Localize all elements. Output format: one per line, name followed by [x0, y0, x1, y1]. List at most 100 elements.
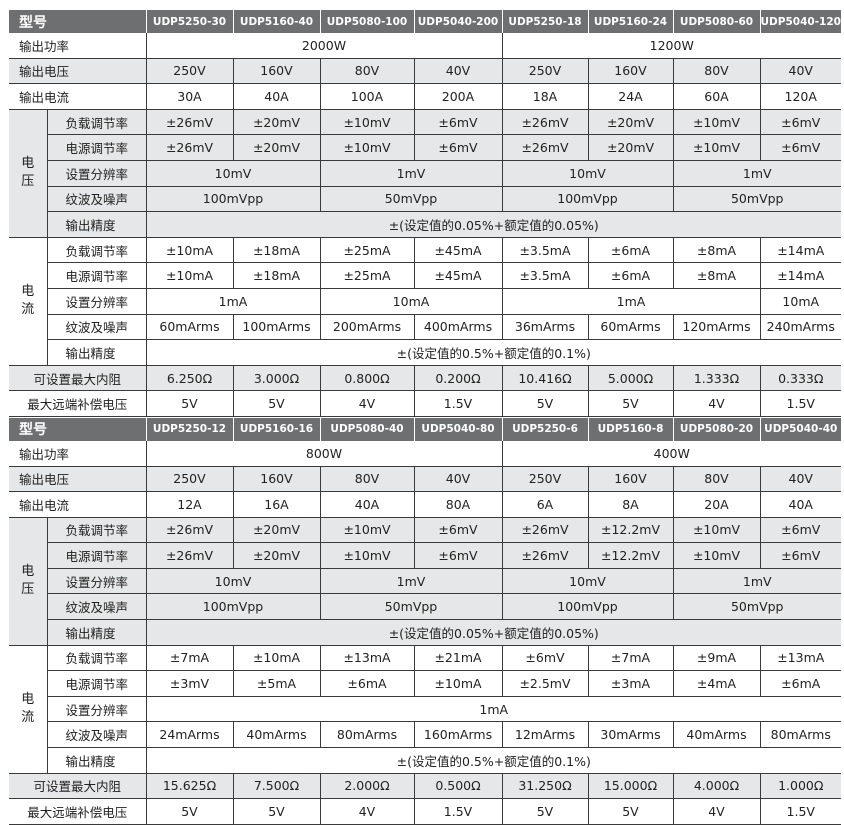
spec-value: ±6mV	[759, 542, 841, 569]
spec-value: ±14mA	[759, 236, 841, 264]
row-label: 负载调节率	[46, 516, 147, 544]
spec-row: 输出精度 ±(设定值的0.5%+额定值的0.1%)	[9, 747, 841, 774]
spec-value: 80V	[672, 465, 761, 493]
spec-value: ±6mV	[759, 134, 841, 161]
spec-row: 输出电压 250V 160V 80V 40V 250V 160V 80V 40V	[9, 57, 841, 85]
spec-value: 10mV	[501, 159, 674, 187]
row-label: 最大远端补偿电压	[9, 798, 147, 825]
spec-value: 80mArms	[759, 721, 841, 749]
spec-table: 型号 UDP5250-12 UDP5160-16 UDP5080-40 UDP5040-…	[9, 417, 841, 825]
spec-value: ±13mA	[319, 644, 415, 672]
row-label: 负载调节率	[46, 644, 147, 672]
spec-value: ±(设定值的0.05%+额定值的0.05%)	[145, 619, 841, 646]
row-label: 负载调节率	[46, 236, 147, 264]
spec-value: 250V	[501, 465, 589, 493]
spec-value: ±26mV	[501, 108, 589, 136]
spec-value: 100mVpp	[501, 185, 674, 213]
row-label: 可设置最大内阻	[9, 772, 147, 800]
spec-value: 40mArms	[232, 721, 321, 749]
group-label: 电压	[9, 108, 48, 238]
spec-value: 160mArms	[413, 721, 503, 749]
spec-value: 5V	[145, 390, 234, 417]
spec-value: ±12.2mV	[587, 516, 674, 544]
spec-value: 1.5V	[413, 798, 503, 825]
spec-row: 设置分辨率 1mA	[9, 695, 841, 723]
spec-value: 80V	[672, 57, 761, 85]
spec-value: ±25mA	[319, 262, 415, 289]
spec-value: 0.500Ω	[413, 772, 503, 800]
spec-value: ±10mA	[413, 670, 503, 697]
row-label: 设置分辨率	[46, 567, 147, 595]
spec-value: ±20mV	[232, 516, 321, 544]
spec-row: 设置分辨率 1mA 10mA 1mA 10mA	[9, 287, 841, 315]
model-name: UDP5160-40	[232, 10, 320, 33]
model-name: UDP5080-20	[672, 417, 760, 441]
model-name: UDP5250-18	[501, 10, 588, 33]
spec-value: 5V	[501, 390, 589, 417]
spec-value: ±10mV	[319, 542, 415, 569]
spec-value: 2000W	[145, 33, 503, 59]
spec-value: 8A	[587, 491, 674, 518]
spec-row: 纹波及噪声 100mVpp 50mVpp 100mVpp 50mVpp	[9, 185, 841, 213]
spec-value: ±45mA	[413, 236, 503, 264]
model-name: UDP5080-60	[672, 10, 760, 33]
spec-value: 40V	[413, 465, 503, 493]
spec-row: 纹波及噪声 60mArms 100mArms 200mArms 400mArms 36mA…	[9, 313, 841, 341]
spec-value: ±26mV	[501, 134, 589, 161]
model-name: UDP5250-12	[145, 417, 233, 441]
spec-value: ±2.5mV	[501, 670, 589, 697]
spec-tables: 型号 UDP5250-30 UDP5160-40 UDP5080-100 UDP5040…	[9, 10, 841, 825]
spec-table: 型号 UDP5250-30 UDP5160-40 UDP5080-100 UDP5040…	[9, 10, 841, 417]
spec-value: 240mArms	[759, 313, 841, 341]
spec-value: 60mArms	[145, 313, 234, 341]
spec-row: 电源调节率 ±26mV ±20mV ±10mV ±6mV ±26mV ±20mV ±10mV ±…	[9, 134, 841, 161]
spec-value: ±(设定值的0.05%+额定值的0.05%)	[145, 211, 841, 238]
spec-value: 3.000Ω	[232, 364, 321, 392]
model-header: 型号	[9, 10, 146, 33]
spec-value: 160V	[587, 465, 674, 493]
spec-value: 100mVpp	[145, 185, 321, 213]
row-label: 输出精度	[46, 747, 147, 774]
spec-value: ±20mV	[232, 542, 321, 569]
row-label: 纹波及噪声	[46, 313, 147, 341]
model-name: UDP5160-16	[232, 417, 320, 441]
row-label: 负载调节率	[46, 108, 147, 136]
spec-value: ±6mV	[413, 134, 503, 161]
spec-value: ±10mV	[672, 516, 761, 544]
spec-value: 120mArms	[672, 313, 761, 341]
model-name: UDP5250-6	[501, 417, 588, 441]
spec-value: ±4mA	[672, 670, 761, 697]
spec-row: 可设置最大内阻 15.625Ω 7.500Ω 2.000Ω 0.500Ω 31.250Ω 1…	[9, 772, 841, 800]
model-name: UDP5250-30	[145, 10, 233, 33]
row-label: 可设置最大内阻	[9, 364, 147, 392]
spec-value: ±6mV	[501, 644, 589, 672]
spec-value: ±18mA	[232, 236, 321, 264]
spec-value: 0.200Ω	[413, 364, 503, 392]
spec-value: 36mArms	[501, 313, 589, 341]
model-name: UDP5080-40	[319, 417, 414, 441]
spec-row: 电压 负载调节率 ±26mV ±20mV ±10mV ±6mV ±26mV ±12.2mV ±1…	[9, 516, 841, 646]
spec-value: 40A	[759, 491, 841, 518]
spec-value: 0.333Ω	[759, 364, 841, 392]
spec-value: 4V	[672, 798, 761, 825]
spec-value: ±10mV	[672, 542, 761, 569]
spec-value: ±10mV	[319, 134, 415, 161]
spec-value: ±20mV	[232, 134, 321, 161]
spec-value: 800W	[145, 440, 503, 467]
row-label: 纹波及噪声	[46, 721, 147, 749]
spec-value: 400W	[501, 440, 841, 467]
spec-value: 50mVpp	[672, 185, 841, 213]
spec-value: 2.000Ω	[319, 772, 415, 800]
spec-value: ±3.5mA	[501, 262, 589, 289]
row-label: 输出电流	[9, 491, 147, 518]
spec-row: 最大远端补偿电压 5V 5V 4V 1.5V 5V 5V 4V 1.5V	[9, 390, 841, 417]
spec-value: 100mArms	[232, 313, 321, 341]
spec-value: ±3mA	[587, 670, 674, 697]
group-label: 电流	[9, 236, 48, 366]
spec-value: 40V	[759, 57, 841, 85]
spec-value: ±7mA	[145, 644, 234, 672]
spec-value: 16A	[232, 491, 321, 518]
spec-value: ±10mV	[672, 134, 761, 161]
spec-value: 40A	[232, 83, 321, 110]
spec-value: ±26mV	[145, 108, 234, 136]
